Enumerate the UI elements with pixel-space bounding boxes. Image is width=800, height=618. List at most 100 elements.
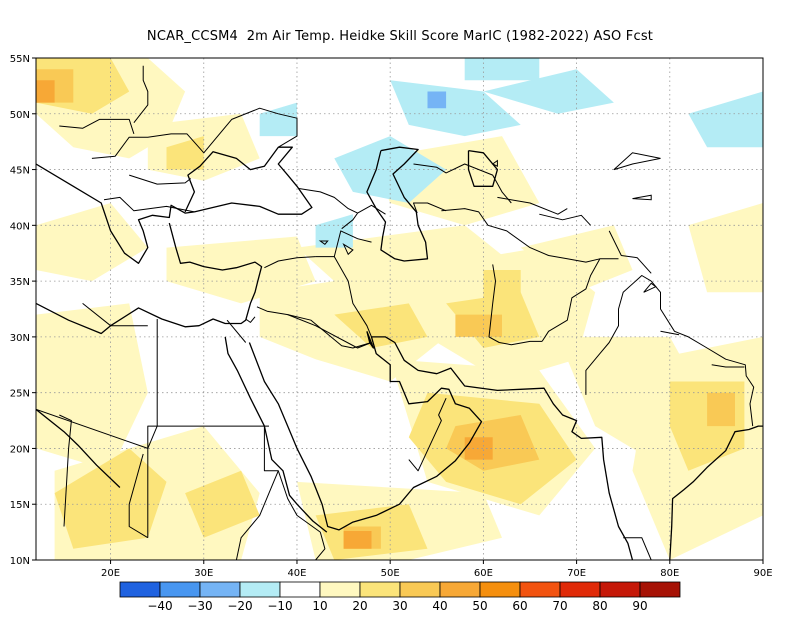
colorbar-swatch bbox=[239, 581, 281, 598]
country-border bbox=[82, 303, 148, 327]
lake-outline bbox=[643, 282, 657, 293]
colorbar-swatch bbox=[199, 581, 241, 598]
country-border bbox=[287, 314, 372, 349]
country-border bbox=[256, 306, 372, 349]
country-border bbox=[36, 408, 269, 449]
country-border bbox=[608, 230, 652, 274]
country-border bbox=[413, 202, 447, 214]
country-border bbox=[263, 426, 321, 533]
score-region-30-2 bbox=[707, 392, 735, 427]
country-border bbox=[660, 330, 680, 336]
score-region-10-3 bbox=[36, 303, 148, 471]
colorbar-swatch bbox=[439, 581, 481, 598]
colorbar-label: 50 bbox=[472, 599, 487, 613]
country-border bbox=[497, 196, 568, 215]
colorbar-swatch bbox=[639, 581, 681, 598]
score-region--10-6 bbox=[259, 102, 297, 137]
score-region--20-0 bbox=[427, 91, 447, 109]
score-region--10-1 bbox=[390, 80, 521, 137]
lake-outline bbox=[342, 243, 354, 256]
lake-outline bbox=[632, 194, 652, 201]
lat-tick-label: 25N bbox=[10, 389, 30, 400]
country-border bbox=[91, 133, 205, 159]
lon-tick-label: 40E bbox=[287, 568, 306, 579]
score-region--10-2 bbox=[483, 69, 614, 114]
country-border bbox=[315, 230, 372, 258]
colorbar-swatch bbox=[279, 581, 321, 598]
lat-tick-label: 55N bbox=[10, 54, 30, 65]
lon-tick-label: 80E bbox=[660, 568, 679, 579]
country-border bbox=[585, 275, 652, 395]
lat-tick-label: 15N bbox=[10, 500, 30, 511]
lon-tick-label: 60E bbox=[474, 568, 493, 579]
lat-tick-label: 30N bbox=[10, 333, 30, 344]
colorbar-label: 70 bbox=[552, 599, 567, 613]
country-border bbox=[298, 188, 358, 214]
lat-tick-label: 45N bbox=[10, 166, 30, 177]
lon-tick-label: 30E bbox=[194, 568, 213, 579]
colorbar-swatch bbox=[519, 581, 561, 598]
colorbar-swatch bbox=[559, 581, 601, 598]
lon-tick-label: 50E bbox=[381, 568, 400, 579]
score-region-10-14 bbox=[520, 225, 633, 293]
score-region-30-3 bbox=[455, 314, 502, 337]
country-border bbox=[333, 256, 372, 338]
country-border bbox=[264, 256, 316, 269]
score-region--10-3 bbox=[688, 91, 763, 148]
lat-tick-label: 20N bbox=[10, 444, 30, 455]
geographic-outlines bbox=[36, 65, 763, 560]
colorbar-label: −30 bbox=[187, 599, 212, 613]
country-border bbox=[59, 118, 135, 135]
lake-outline bbox=[491, 159, 498, 167]
score-region--10-0 bbox=[334, 136, 447, 203]
country-border bbox=[133, 65, 149, 124]
longitude-axis: 20E 30E 40E 50E 60E 70E 80E 90E bbox=[101, 560, 773, 579]
coastline bbox=[36, 222, 263, 335]
coastline bbox=[248, 336, 483, 531]
colorbar: −40 −30 −20 −10 10 20 30 40 50 60 70 80 90 bbox=[119, 581, 681, 613]
colorbar-label: 30 bbox=[392, 599, 407, 613]
country-border bbox=[59, 414, 72, 527]
country-border bbox=[226, 319, 247, 343]
score-field bbox=[36, 58, 763, 560]
score-region--10-5 bbox=[464, 58, 540, 81]
country-border bbox=[441, 208, 601, 263]
coastline bbox=[366, 331, 375, 349]
country-border bbox=[235, 470, 279, 560]
lat-tick-label: 50N bbox=[10, 110, 30, 121]
score-region-20-9 bbox=[483, 270, 521, 304]
score-region-40-0 bbox=[36, 80, 55, 103]
colorbar-label: −40 bbox=[147, 599, 172, 613]
colorbar-label: 60 bbox=[512, 599, 527, 613]
country-border bbox=[541, 258, 619, 342]
country-border bbox=[128, 453, 149, 539]
colorbar-swatch bbox=[599, 581, 641, 598]
lon-tick-label: 20E bbox=[101, 568, 120, 579]
country-border bbox=[103, 196, 195, 213]
score-region-20-2 bbox=[54, 448, 167, 549]
country-border bbox=[650, 280, 755, 427]
country-border bbox=[711, 364, 745, 368]
colorbar-label: 10 bbox=[312, 599, 327, 613]
country-border bbox=[408, 397, 447, 472]
lon-tick-label: 90E bbox=[753, 568, 772, 579]
lake-outline bbox=[613, 152, 661, 171]
colorbar-label: −20 bbox=[227, 599, 252, 613]
score-region-10-15 bbox=[688, 203, 763, 293]
latitude-axis: 10N 15N 20N 25N 30N 35N 40N 45N 50N 55N bbox=[10, 54, 36, 567]
colorbar-swatch bbox=[119, 581, 161, 598]
colorbar-swatch bbox=[159, 581, 201, 598]
colorbar-swatch bbox=[359, 581, 401, 598]
lon-tick-label: 70E bbox=[567, 568, 586, 579]
coastline bbox=[371, 336, 634, 560]
score-region-10-5 bbox=[166, 236, 316, 304]
country-border bbox=[623, 537, 652, 560]
colorbar-swatch bbox=[399, 581, 441, 598]
country-border bbox=[413, 163, 512, 204]
colorbar-swatch bbox=[479, 581, 521, 598]
colorbar-label: 80 bbox=[592, 599, 607, 613]
score-region-40-2 bbox=[343, 531, 372, 549]
score-region-10-2 bbox=[36, 203, 148, 282]
lat-tick-label: 35N bbox=[10, 277, 30, 288]
